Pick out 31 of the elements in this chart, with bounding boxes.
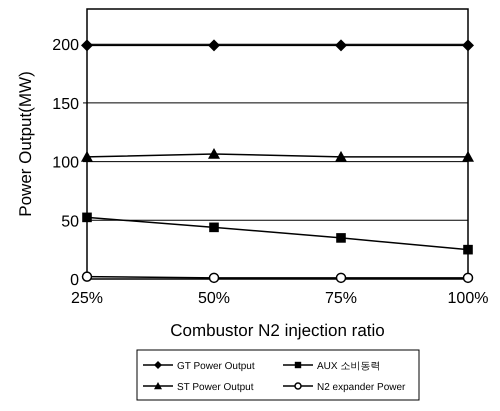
point <box>462 150 474 162</box>
legend-label: AUX 소비동력 <box>317 361 380 372</box>
y-tick-label: 50 <box>61 213 80 230</box>
legend-label: GT Power Output <box>177 361 255 372</box>
point <box>335 39 347 52</box>
point <box>336 233 346 243</box>
x-axis-title: Combustor N2 injection ratio <box>170 321 385 340</box>
point <box>209 222 219 232</box>
point <box>462 272 474 284</box>
y-axis-title: Power Output(MW) <box>16 71 35 217</box>
x-tick-label: 50% <box>198 290 230 307</box>
legend-label: ST Power Output <box>177 382 254 393</box>
point <box>81 150 93 162</box>
point <box>81 39 93 52</box>
point <box>82 271 92 282</box>
point <box>208 272 220 284</box>
x-tick-label: 75% <box>324 290 358 307</box>
point <box>82 212 92 222</box>
x-tick-label: 25% <box>70 290 104 307</box>
y-tick-label: 200 <box>52 37 80 54</box>
point <box>208 148 220 159</box>
point <box>462 39 474 52</box>
point <box>208 39 220 52</box>
legend-label: N2 expander Power <box>317 382 406 393</box>
point <box>336 272 346 284</box>
y-tick-label: 150 <box>52 96 80 113</box>
point <box>463 244 473 254</box>
x-tick-label: 100% <box>448 290 488 307</box>
y-tick-label: 100 <box>52 154 80 172</box>
y-tick-label: 0 <box>70 272 80 289</box>
point <box>335 150 347 162</box>
